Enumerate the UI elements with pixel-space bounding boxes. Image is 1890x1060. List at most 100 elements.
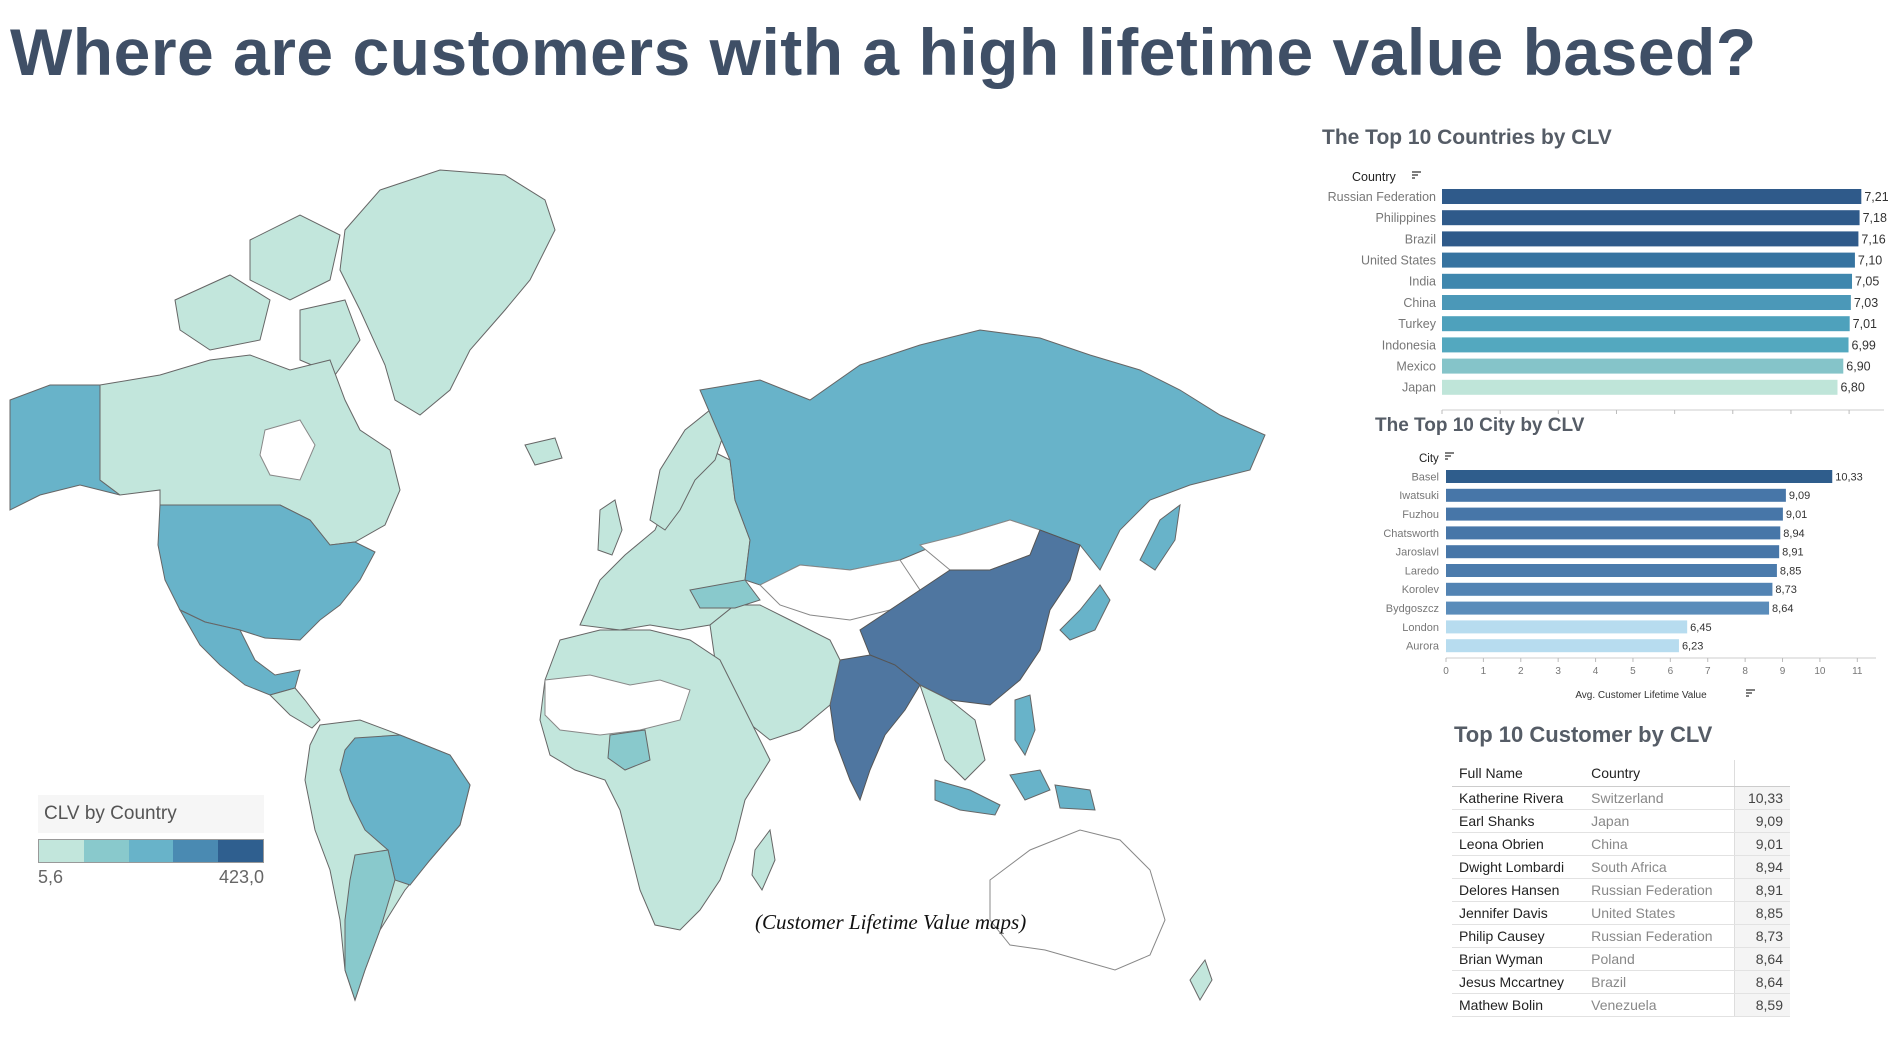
map-country-indonesia[interactable] (934, 769, 1096, 816)
x-tick-label: 8 (1742, 666, 1748, 677)
bar-category-label: Philippines (1376, 211, 1436, 225)
table-row[interactable]: Earl Shanks Japan 9,09 (1452, 809, 1790, 833)
map-country-united-kingdom[interactable] (524, 437, 623, 556)
bar-value-label: 8,94 (1783, 528, 1804, 540)
customers-table-title: Top 10 Customer by CLV (1454, 722, 1713, 747)
map-country-australia[interactable] (989, 829, 1166, 971)
map-country-canada[interactable] (99, 354, 401, 546)
chart-bar[interactable] (1446, 488, 1786, 502)
cell-clv-value: 8,64 (1734, 947, 1790, 971)
map-region-africa-nodata[interactable] (544, 674, 691, 736)
cell-country: Japan (1584, 809, 1735, 833)
x-tick-label: 6 (1668, 666, 1674, 677)
map-country-new-zealand[interactable] (1189, 958, 1213, 1002)
col-header-country[interactable]: Country (1584, 760, 1735, 787)
x-tick-label: 1 (1481, 666, 1487, 677)
map-region-central-america[interactable] (269, 687, 321, 729)
cell-clv-value: 8,91 (1734, 878, 1790, 902)
chart-bar[interactable] (1442, 337, 1849, 353)
x-tick-label: 5 (1630, 666, 1636, 677)
map-country-nigeria[interactable] (607, 729, 651, 771)
x-tick-label: 11 (1852, 666, 1863, 677)
chart-bar[interactable] (1446, 582, 1773, 596)
chart-bar[interactable] (1442, 189, 1862, 204)
legend-step-3 (128, 840, 174, 862)
map-country-turkey[interactable] (689, 579, 761, 609)
chart-bar[interactable] (1442, 379, 1838, 395)
map-country-japan[interactable] (1059, 584, 1111, 641)
bar-value-label: 9,09 (1789, 490, 1810, 502)
sort-icon[interactable] (1445, 452, 1454, 460)
bar-value-label: 10,33 (1835, 471, 1863, 483)
chart-bar[interactable] (1446, 545, 1780, 559)
map-country-mexico[interactable] (178, 608, 301, 696)
chart-bar[interactable] (1446, 564, 1777, 577)
chart-bar[interactable] (1446, 470, 1833, 483)
cell-country: United States (1584, 901, 1735, 925)
chart-category-header[interactable]: City (1419, 453, 1439, 465)
map-region-scandinavia[interactable] (649, 409, 726, 531)
chart-bar[interactable] (1446, 507, 1783, 521)
map-country-madagascar[interactable] (751, 828, 776, 892)
bar-value-label: 7,03 (1854, 296, 1878, 310)
chart-bar[interactable] (1442, 295, 1851, 310)
table-row[interactable]: Jennifer Davis United States 8,85 (1452, 901, 1790, 925)
map-country-argentina[interactable] (344, 849, 396, 1002)
x-tick-label: 7 (1705, 666, 1711, 677)
cell-clv-value: 8,64 (1734, 970, 1790, 994)
cell-full-name: Earl Shanks (1452, 809, 1585, 833)
map-country-united-states[interactable] (157, 504, 376, 641)
chart-bar[interactable] (1446, 526, 1781, 540)
bar-category-label: United States (1361, 253, 1436, 267)
bar-value-label: 6,99 (1852, 338, 1876, 352)
cell-clv-value: 8,59 (1734, 993, 1790, 1017)
col-header-full-name[interactable]: Full Name (1452, 760, 1585, 787)
bar-category-label: Chatsworth (1383, 528, 1439, 540)
countries-bar-chart[interactable]: Country Russian Federation 7,21 Philippines… (1318, 166, 1889, 429)
table-row[interactable]: Katherine Rivera Switzerland 10,33 (1452, 786, 1790, 810)
map-country-greenland[interactable] (339, 169, 556, 416)
x-axis-title[interactable]: Avg. Customer Lifetime Value (1575, 690, 1707, 701)
map-country-canada-islands[interactable] (174, 214, 361, 376)
chart-bar[interactable] (1442, 231, 1859, 247)
chart-bar[interactable] (1446, 620, 1688, 634)
chart-bar[interactable] (1442, 210, 1860, 226)
table-row[interactable]: Leona Obrien China 9,01 (1452, 832, 1790, 856)
cell-clv-value: 8,94 (1734, 855, 1790, 879)
map-country-russia-east[interactable] (1139, 503, 1181, 571)
cities-bar-chart[interactable]: City Basel 10,33 Iwatsuki 9,09 Fuzhou 9,01 Chat… (1368, 448, 1888, 709)
map-country-philippines[interactable] (1014, 694, 1036, 757)
chart-bar[interactable] (1446, 639, 1679, 653)
table-row[interactable]: Jesus Mccartney Brazil 8,64 (1452, 970, 1790, 994)
bar-category-label: Brazil (1405, 232, 1436, 246)
x-tick-label: 2 (1518, 666, 1524, 677)
bar-value-label: 8,85 (1780, 565, 1801, 577)
chart-bar[interactable] (1442, 358, 1844, 374)
table-row[interactable]: Philip Causey Russian Federation 8,73 (1452, 924, 1790, 948)
table-row[interactable]: Brian Wyman Poland 8,64 (1452, 947, 1790, 971)
world-choropleth-map[interactable] (0, 160, 1270, 1060)
map-country-brazil[interactable] (339, 734, 471, 886)
table-row[interactable]: Mathew Bolin Venezuela 8,59 (1452, 993, 1790, 1017)
chart-bar[interactable] (1446, 601, 1770, 615)
map-region-southeast-asia[interactable] (919, 684, 986, 781)
bar-category-label: London (1402, 622, 1439, 634)
x-tick-label: 0 (1443, 666, 1449, 677)
table-row[interactable]: Delores Hansen Russian Federation 8,91 (1452, 878, 1790, 902)
bar-value-label: 6,45 (1690, 622, 1711, 634)
bar-value-label: 9,01 (1786, 509, 1807, 521)
x-tick-label: 9 (1780, 666, 1786, 677)
sort-icon[interactable] (1746, 689, 1755, 697)
countries-chart-title: The Top 10 Countries by CLV (1322, 126, 1612, 149)
sort-icon[interactable] (1412, 171, 1421, 179)
bar-value-label: 7,18 (1863, 211, 1887, 225)
chart-bar[interactable] (1442, 273, 1853, 289)
chart-category-header[interactable]: Country (1352, 170, 1397, 184)
chart-bar[interactable] (1442, 316, 1850, 332)
cell-full-name: Mathew Bolin (1452, 993, 1585, 1017)
legend-step-1 (39, 840, 84, 862)
chart-bar[interactable] (1442, 252, 1855, 268)
table-row[interactable]: Dwight Lombardi South Africa 8,94 (1452, 855, 1790, 879)
map-country-india[interactable] (829, 654, 921, 802)
bar-category-label: Laredo (1405, 565, 1439, 577)
